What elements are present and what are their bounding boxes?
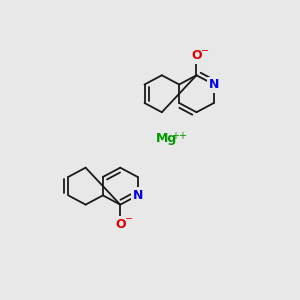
Text: O: O [191,49,202,62]
Text: ++: ++ [171,131,187,141]
Text: N: N [132,189,143,202]
Text: O: O [115,218,126,231]
Text: −: − [125,214,133,224]
Text: −: − [201,46,209,56]
Text: N: N [208,78,219,91]
Text: Mg: Mg [156,132,177,145]
